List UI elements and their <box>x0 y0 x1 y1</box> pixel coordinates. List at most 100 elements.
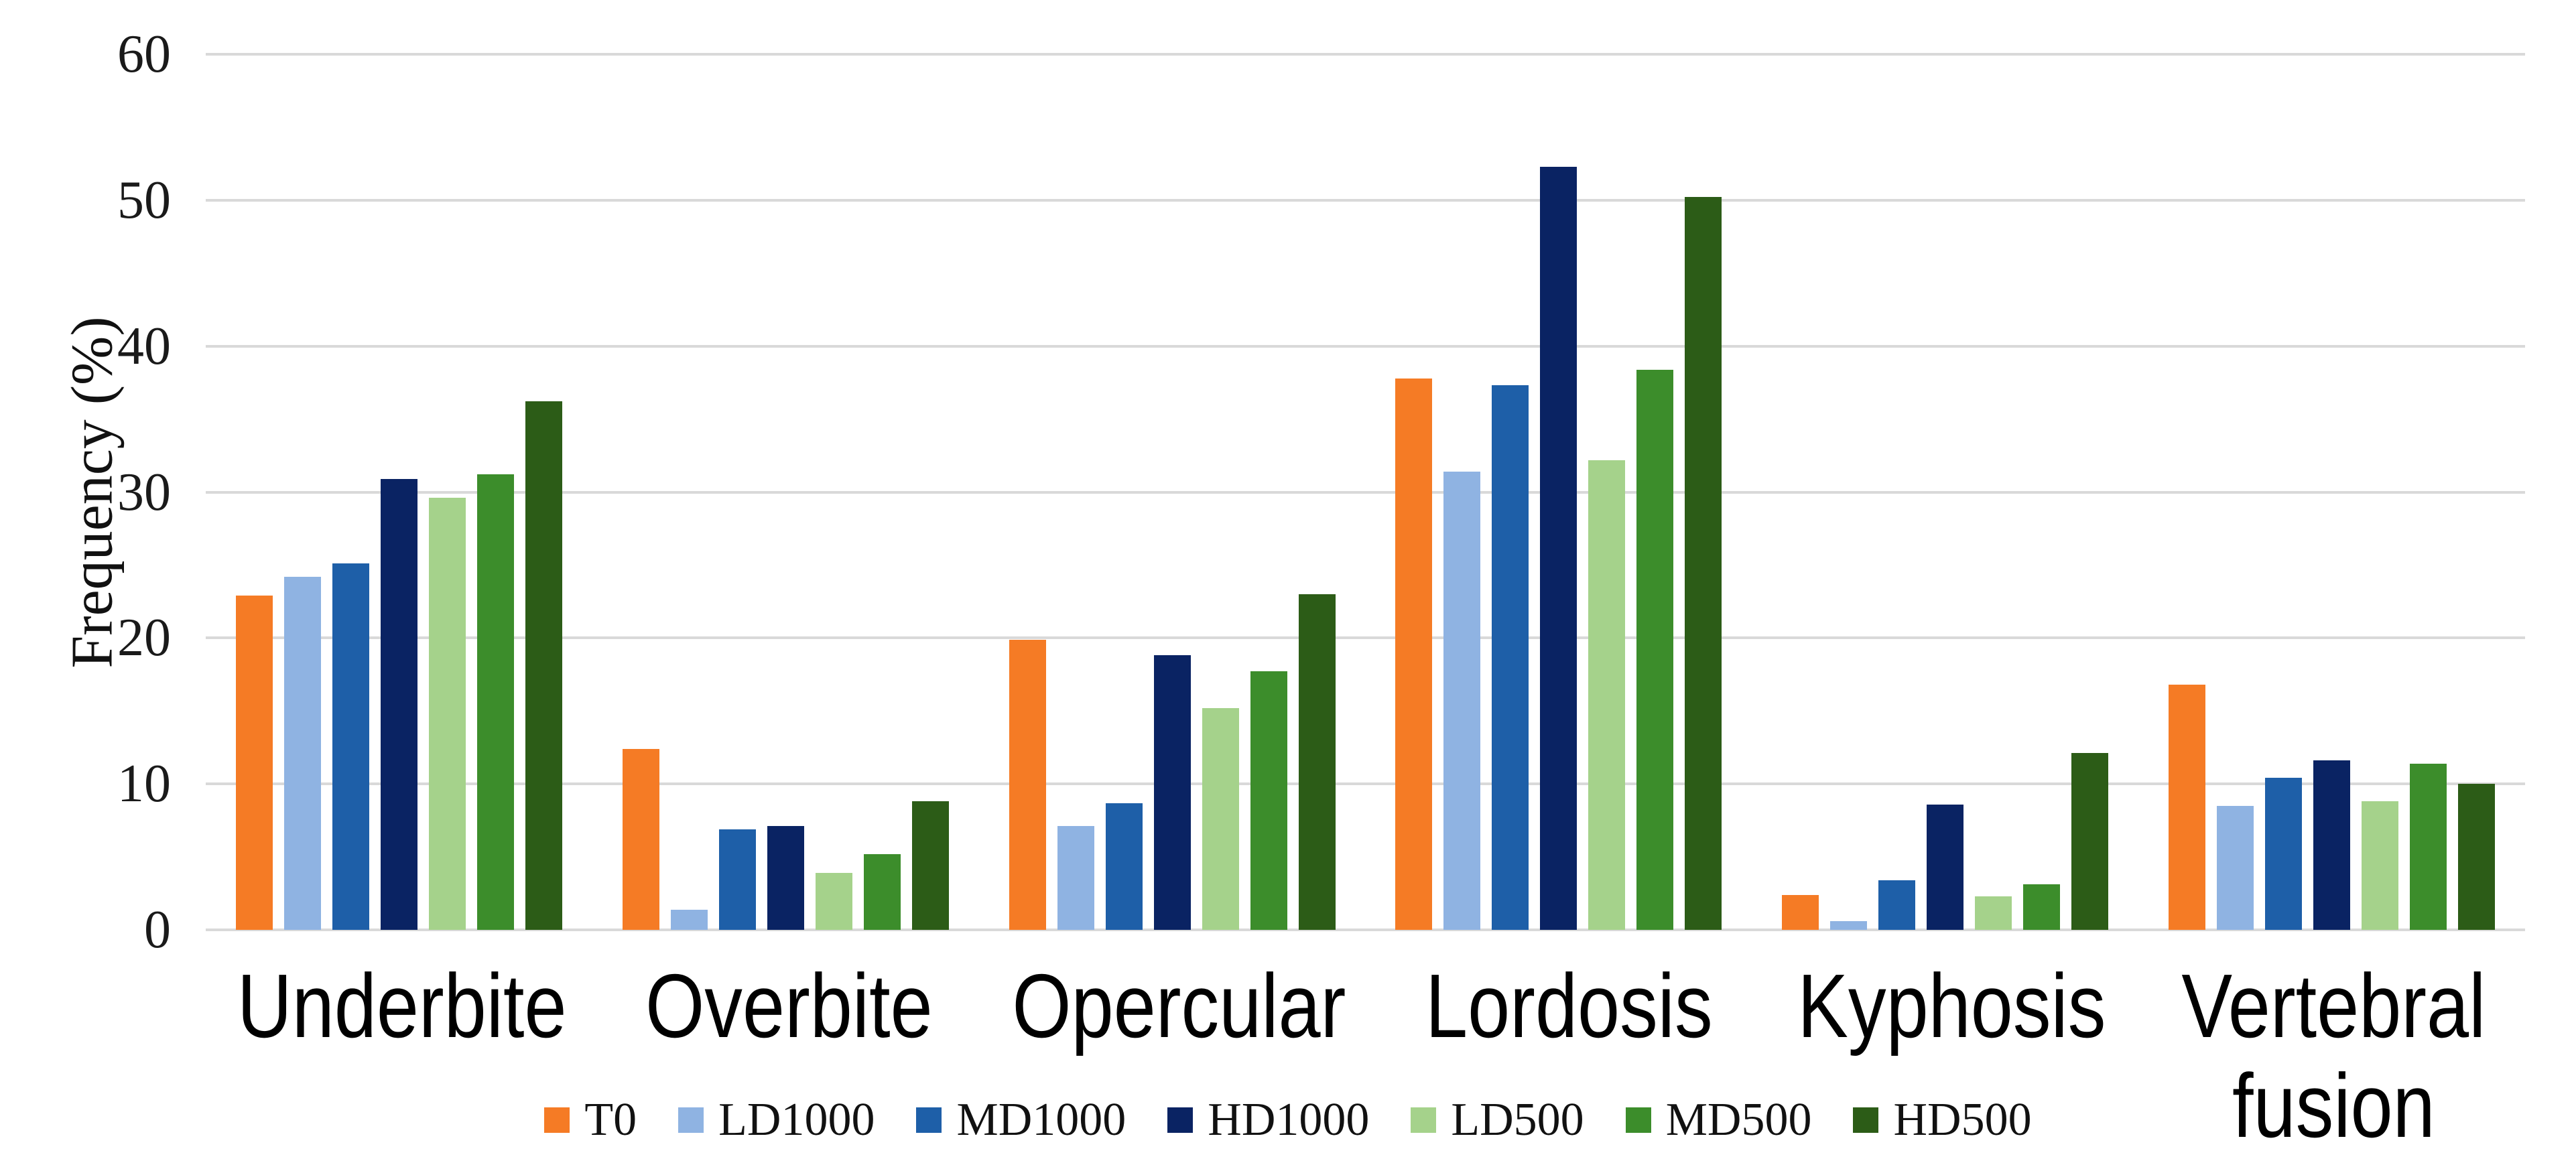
bar-group-opercular <box>979 54 1366 930</box>
gridline-50 <box>206 198 2525 202</box>
legend: T0 LD1000 MD1000 HD1000 LD500 MD500 HD500 <box>0 1093 2576 1147</box>
bar-group-kyphosis <box>1752 54 2138 930</box>
bar-ld1000-vertebral-fusion <box>2217 805 2254 930</box>
legend-swatch-hd1000 <box>1167 1107 1194 1133</box>
legend-swatch-md500 <box>1625 1107 1651 1133</box>
legend-item-hd1000: HD1000 <box>1167 1093 1369 1147</box>
bar-ld500-opercular <box>1202 707 1239 930</box>
bar-ld500-kyphosis <box>1975 896 2012 930</box>
legend-swatch-ld500 <box>1411 1107 1437 1133</box>
y-tick-label-60: 60 <box>117 25 171 84</box>
legend-label-md1000: MD1000 <box>956 1094 1126 1146</box>
legend-item-hd500: HD500 <box>1853 1093 2032 1147</box>
bar-ld500-vertebral-fusion <box>2362 801 2399 930</box>
legend-label-hd1000: HD1000 <box>1208 1094 1370 1146</box>
bar-md500-underbite <box>476 474 514 930</box>
bar-md1000-vertebral-fusion <box>2265 778 2303 930</box>
bar-ld1000-underbite <box>283 576 321 930</box>
y-tick-label-20: 20 <box>117 608 171 668</box>
legend-item-ld500: LD500 <box>1411 1093 1584 1147</box>
bar-ld1000-opercular <box>1057 826 1094 930</box>
gridline-60 <box>206 53 2525 56</box>
bar-md1000-opercular <box>1105 803 1143 930</box>
legend-item-md500: MD500 <box>1625 1093 1812 1147</box>
plot-area <box>206 53 2525 931</box>
x-label-line: Lordosis <box>1425 955 1713 1056</box>
legend-swatch-ld1000 <box>678 1107 704 1133</box>
legend-item-ld1000: LD1000 <box>678 1093 875 1147</box>
bar-hd1000-lordosis <box>1540 166 1577 930</box>
x-label-vertebral-fusion: Vertebral fusion <box>2142 955 2525 1156</box>
bar-t0-underbite <box>235 596 273 930</box>
bar-hd1000-overbite <box>767 826 804 930</box>
bar-groups <box>206 54 2525 930</box>
bar-ld500-lordosis <box>1588 460 1626 930</box>
bar-t0-opercular <box>1009 639 1046 930</box>
bar-ld500-underbite <box>428 498 466 930</box>
bar-md500-kyphosis <box>2023 884 2061 930</box>
gridline-0 <box>206 929 2525 931</box>
bar-group-lordosis <box>1365 54 1752 930</box>
bar-hd500-underbite <box>525 401 562 930</box>
bar-group-vertebral-fusion <box>2138 54 2525 930</box>
gridline-20 <box>206 636 2525 640</box>
legend-swatch-t0 <box>544 1107 570 1133</box>
y-tick-label-30: 30 <box>117 462 171 522</box>
y-tick-label-50: 50 <box>117 170 171 230</box>
bar-hd1000-underbite <box>380 478 417 930</box>
bar-md500-overbite <box>863 853 901 930</box>
bar-md500-opercular <box>1250 671 1287 930</box>
x-axis-labels: Underbite Overbite Opercular Lordosis Kyphos… <box>206 955 2525 1156</box>
bar-hd500-kyphosis <box>2071 753 2109 930</box>
legend-label-t0: T0 <box>584 1094 637 1146</box>
bar-hd1000-opercular <box>1153 655 1191 930</box>
x-label-kyphosis: Kyphosis <box>1760 955 2143 1156</box>
legend-item-t0: T0 <box>544 1093 637 1147</box>
bar-md500-vertebral-fusion <box>2410 763 2447 930</box>
bar-md1000-overbite <box>718 829 756 930</box>
bar-ld1000-overbite <box>670 909 708 930</box>
x-label-line: Kyphosis <box>1797 955 2106 1056</box>
legend-label-ld500: LD500 <box>1451 1094 1584 1146</box>
x-label-line: Opercular <box>1012 955 1346 1056</box>
bar-md1000-kyphosis <box>1878 880 1916 930</box>
legend-swatch-hd500 <box>1853 1107 1879 1133</box>
legend-label-md500: MD500 <box>1665 1094 1812 1146</box>
bar-group-overbite <box>592 54 979 930</box>
x-label-line: Underbite <box>237 955 567 1056</box>
gridline-10 <box>206 782 2525 786</box>
bar-t0-vertebral-fusion <box>2169 685 2206 930</box>
bar-ld1000-lordosis <box>1443 472 1481 930</box>
y-tick-label-10: 10 <box>117 754 171 814</box>
y-tick-label-0: 0 <box>144 900 171 959</box>
x-label-overbite: Overbite <box>598 955 980 1156</box>
legend-label-hd500: HD500 <box>1893 1094 2032 1146</box>
bar-t0-lordosis <box>1395 378 1433 930</box>
bar-hd500-lordosis <box>1685 197 1722 930</box>
bar-hd500-overbite <box>911 801 949 930</box>
bar-hd500-opercular <box>1298 594 1336 930</box>
x-label-line: Vertebral <box>2181 955 2486 1056</box>
bar-md1000-underbite <box>332 563 369 930</box>
bar-hd1000-kyphosis <box>1927 804 1964 930</box>
legend-label-ld1000: LD1000 <box>718 1094 875 1146</box>
bar-hd1000-vertebral-fusion <box>2313 760 2351 930</box>
bar-ld500-overbite <box>815 873 852 930</box>
legend-item-md1000: MD1000 <box>916 1093 1126 1147</box>
legend-swatch-md1000 <box>916 1107 942 1133</box>
bar-ld1000-kyphosis <box>1830 920 1868 930</box>
x-label-line: Overbite <box>645 955 933 1056</box>
bar-hd500-vertebral-fusion <box>2458 784 2496 930</box>
bar-t0-kyphosis <box>1782 894 1819 930</box>
bar-md1000-lordosis <box>1492 385 1529 930</box>
x-label-lordosis: Lordosis <box>1378 955 1760 1156</box>
x-label-line: fusion <box>2232 1054 2435 1156</box>
gridline-30 <box>206 490 2525 494</box>
x-label-opercular: Opercular <box>980 955 1378 1156</box>
bar-md500-lordosis <box>1636 369 1674 930</box>
x-label-underbite: Underbite <box>206 955 598 1156</box>
y-tick-label-40: 40 <box>117 316 171 376</box>
bar-group-underbite <box>206 54 592 930</box>
gridline-40 <box>206 344 2525 348</box>
